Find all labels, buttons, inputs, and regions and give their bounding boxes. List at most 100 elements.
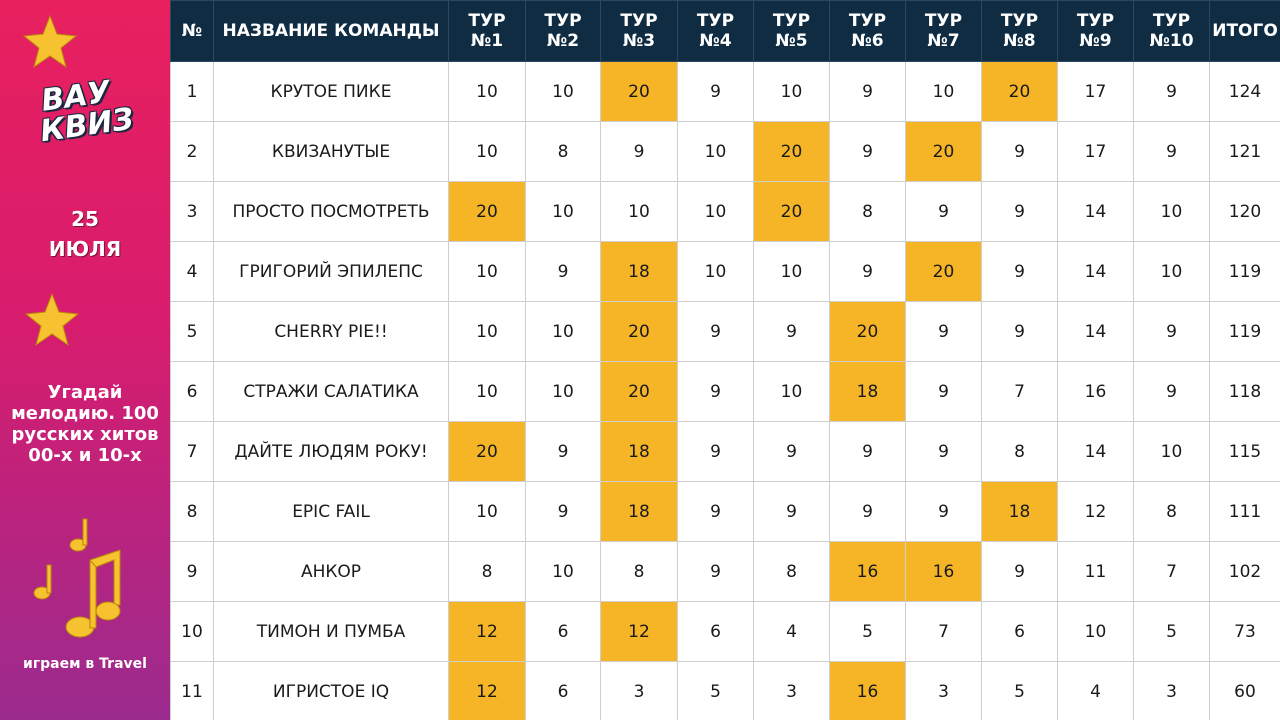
round-score: 9 (753, 421, 830, 482)
team-name: ИГРИСТОЕ IQ (213, 661, 449, 720)
total: 73 (1209, 601, 1280, 662)
round-score: 14 (1057, 301, 1134, 362)
round-score: 8 (525, 121, 601, 182)
round-score: 12 (600, 601, 678, 662)
round-score: 9 (829, 61, 906, 122)
round-score: 16 (1057, 361, 1134, 422)
round-score: 8 (753, 541, 830, 602)
total: 120 (1209, 181, 1280, 242)
round-score: 9 (829, 421, 906, 482)
round-score: 10 (753, 241, 830, 302)
rank: 1 (170, 61, 214, 122)
column-header: ТУР №7 (905, 0, 982, 62)
round-score: 9 (525, 241, 601, 302)
round-score: 10 (448, 121, 526, 182)
round-score: 10 (525, 61, 601, 122)
round-score: 10 (1133, 181, 1210, 242)
round-score: 10 (1057, 601, 1134, 662)
round-score: 3 (600, 661, 678, 720)
column-header: ТУР №1 (448, 0, 526, 62)
column-header: ТУР №4 (677, 0, 754, 62)
total: 60 (1209, 661, 1280, 720)
round-score: 9 (1133, 301, 1210, 362)
round-score: 18 (829, 361, 906, 422)
round-score: 11 (1057, 541, 1134, 602)
round-score: 3 (1133, 661, 1210, 720)
round-score: 10 (448, 361, 526, 422)
team-name: ТИМОН И ПУМБА (213, 601, 449, 662)
round-score: 5 (829, 601, 906, 662)
column-header: ТУР №10 (1133, 0, 1210, 62)
rank: 4 (170, 241, 214, 302)
round-score: 6 (981, 601, 1058, 662)
round-score: 9 (677, 481, 754, 542)
round-score: 18 (600, 481, 678, 542)
round-score: 5 (1133, 601, 1210, 662)
round-score: 17 (1057, 121, 1134, 182)
team-name: АНКОР (213, 541, 449, 602)
round-score: 20 (753, 121, 830, 182)
description: Угадай мелодию. 100 русских хитов 00-х и… (11, 382, 159, 466)
round-score: 9 (829, 481, 906, 542)
round-score: 10 (1133, 241, 1210, 302)
round-score: 20 (905, 241, 982, 302)
round-score: 9 (1133, 121, 1210, 182)
team-name: ПРОСТО ПОСМОТРЕТЬ (213, 181, 449, 242)
rank: 10 (170, 601, 214, 662)
column-header: ТУР №8 (981, 0, 1058, 62)
round-score: 9 (677, 541, 754, 602)
results-table: № НАЗВАНИЕ КОМАНДЫ ТУР №1 ТУР №2 ТУР №3 ТУР №… (170, 0, 1280, 720)
round-score: 9 (753, 301, 830, 362)
team-row: 7 ДАЙТЕ ЛЮДЯМ РОКУ! 20 9 18 9 9 9 9 8 14 10 115 (170, 421, 1280, 482)
column-header: ТУР №9 (1057, 0, 1134, 62)
venue: играем в Travel (23, 656, 147, 672)
round-score: 20 (753, 181, 830, 242)
round-score: 9 (677, 61, 754, 122)
round-score: 9 (981, 121, 1058, 182)
round-score: 18 (600, 421, 678, 482)
rank: 6 (170, 361, 214, 422)
round-score: 20 (600, 301, 678, 362)
round-score: 6 (525, 661, 601, 720)
sidebar: ВАУ КВИЗ 25 ИЮЛЯ Угадай мелодию. 100 русс… (0, 0, 170, 720)
rank: 2 (170, 121, 214, 182)
round-score: 14 (1057, 241, 1134, 302)
round-score: 14 (1057, 421, 1134, 482)
round-score: 6 (525, 601, 601, 662)
round-score: 9 (1133, 361, 1210, 422)
round-score: 18 (981, 481, 1058, 542)
team-row: 8 EPIC FAIL 10 9 18 9 9 9 9 18 12 8 111 (170, 481, 1280, 542)
round-score: 10 (753, 61, 830, 122)
team-name: СТРАЖИ САЛАТИКА (213, 361, 449, 422)
rank: 9 (170, 541, 214, 602)
round-score: 9 (905, 181, 982, 242)
round-score: 9 (600, 121, 678, 182)
round-score: 10 (448, 301, 526, 362)
rank: 7 (170, 421, 214, 482)
round-score: 20 (448, 181, 526, 242)
round-score: 16 (829, 541, 906, 602)
team-name: КРУТОЕ ПИКЕ (213, 61, 449, 122)
round-score: 20 (981, 61, 1058, 122)
round-score: 9 (525, 421, 601, 482)
round-score: 5 (677, 661, 754, 720)
round-score: 9 (905, 361, 982, 422)
team-row: 4 ГРИГОРИЙ ЭПИЛЕПС 10 9 18 10 10 9 20 9 14 10 119 (170, 241, 1280, 302)
round-score: 3 (753, 661, 830, 720)
round-score: 4 (753, 601, 830, 662)
round-score: 14 (1057, 181, 1134, 242)
team-name: КВИЗАНУТЫЕ (213, 121, 449, 182)
round-score: 9 (677, 361, 754, 422)
round-score: 20 (600, 61, 678, 122)
round-score: 9 (981, 181, 1058, 242)
column-header: НАЗВАНИЕ КОМАНДЫ (213, 0, 449, 62)
team-row: 2 КВИЗАНУТЫЕ 10 8 9 10 20 9 20 9 17 9 121 (170, 121, 1280, 182)
round-score: 10 (525, 301, 601, 362)
rank: 11 (170, 661, 214, 720)
header-row: № НАЗВАНИЕ КОМАНДЫ ТУР №1 ТУР №2 ТУР №3 ТУР №… (170, 0, 1280, 62)
total: 121 (1209, 121, 1280, 182)
round-score: 10 (525, 541, 601, 602)
round-score: 8 (1133, 481, 1210, 542)
